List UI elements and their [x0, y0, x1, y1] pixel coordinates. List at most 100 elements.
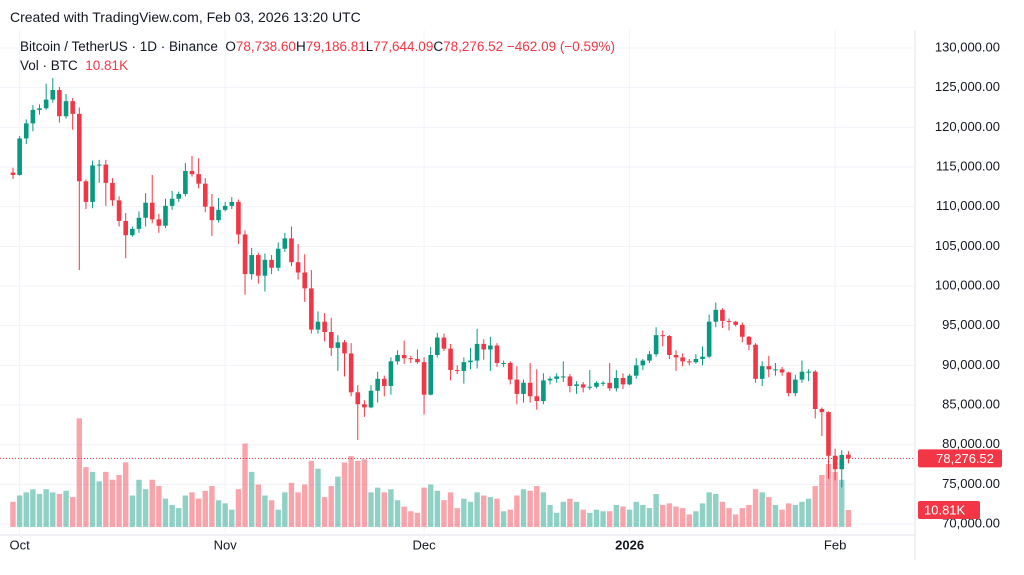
volume-bar — [162, 498, 169, 527]
candle-body — [468, 360, 473, 363]
candle-body — [587, 386, 593, 388]
volume-bar — [156, 486, 162, 527]
volume-bar — [527, 490, 533, 527]
y-tick-label: 125,000.00 — [935, 79, 1000, 94]
volume-bar — [534, 486, 540, 527]
volume-bar — [96, 481, 102, 527]
volume-bar — [547, 504, 553, 527]
volume-bar — [640, 504, 646, 527]
volume-bar — [481, 495, 487, 527]
candle-body — [229, 201, 235, 206]
candle-body — [103, 164, 109, 183]
candle-body — [315, 321, 321, 330]
volume-bar — [560, 501, 566, 527]
candle-body — [156, 219, 162, 226]
candle-body — [415, 358, 420, 363]
candle-body — [50, 90, 56, 100]
volume-bar — [819, 475, 825, 527]
candle-body — [786, 372, 792, 394]
candle-body — [773, 369, 778, 371]
volume-bar — [839, 479, 845, 527]
volume-bar — [321, 497, 328, 527]
volume-bar — [56, 493, 63, 527]
volume-bar — [10, 501, 16, 527]
volume-bar — [500, 511, 507, 527]
volume-bar — [43, 489, 49, 527]
volume-bar — [752, 489, 759, 527]
y-tick-label: 75,000.00 — [942, 476, 1000, 491]
volume-bar — [176, 508, 182, 527]
volume-bar — [401, 506, 407, 527]
candle-body — [130, 228, 135, 236]
volume-bar — [262, 495, 268, 527]
candle-body — [302, 272, 308, 289]
volume-bar — [746, 504, 752, 527]
candle-body — [295, 262, 301, 273]
volume-bar — [587, 512, 593, 527]
candle-body — [693, 358, 699, 363]
candle-body — [766, 366, 772, 370]
candle-body — [77, 113, 82, 182]
volume-bar — [341, 462, 348, 527]
last-price-tag — [918, 449, 1002, 468]
candle-body — [222, 205, 228, 210]
volume-bar — [275, 509, 281, 527]
candle-body — [236, 201, 241, 235]
volume-bar — [103, 471, 109, 527]
candle-body — [395, 355, 400, 362]
volume-bar — [540, 492, 547, 527]
candle-body — [633, 365, 639, 376]
candle-body — [686, 361, 692, 363]
candle-body — [534, 396, 540, 402]
candle-body — [322, 321, 327, 333]
volume-bar — [76, 418, 82, 527]
candle-body — [753, 344, 758, 379]
volume-bar — [149, 479, 155, 527]
volume-bar — [467, 501, 474, 527]
candle-body — [521, 382, 526, 394]
volume-bar — [209, 486, 215, 527]
volume-bar — [36, 493, 43, 527]
volume-bar — [169, 504, 175, 527]
last-price-label: 78,276.52 — [936, 451, 994, 466]
candle-body — [554, 376, 559, 379]
candle-body — [832, 455, 838, 470]
candle-body — [30, 109, 36, 124]
volume-bar — [739, 508, 745, 527]
candle-body — [342, 342, 347, 354]
candle-body — [289, 238, 294, 263]
candle-body — [720, 309, 725, 321]
candle-body — [110, 182, 115, 201]
volume-bar — [394, 500, 401, 527]
y-tick-label: 95,000.00 — [942, 317, 1000, 332]
candle-body — [759, 366, 765, 379]
volume-bar — [660, 504, 666, 527]
candle-body — [647, 354, 652, 361]
candle-body — [560, 376, 566, 378]
candle-body — [348, 353, 354, 393]
candle-body — [262, 259, 268, 276]
volume-bar — [255, 484, 262, 527]
x-tick-label: Feb — [824, 537, 846, 552]
volume-bar — [229, 509, 235, 527]
candle-body — [620, 378, 626, 385]
volume-bar — [222, 503, 228, 527]
ohlc-key: C — [433, 39, 444, 54]
candle-body — [196, 174, 201, 184]
volume-bar — [514, 495, 520, 527]
candle-body — [189, 170, 195, 175]
volume-bar — [653, 493, 659, 527]
volume-bar — [308, 460, 315, 527]
volume-bar — [613, 504, 620, 527]
volume-bar — [759, 492, 765, 527]
candle-body — [136, 217, 142, 229]
ohlc-key: O — [225, 39, 236, 54]
ohlc-value: 78,738.60 — [235, 39, 296, 54]
volume-legend: Vol · BTC 10.81K — [20, 58, 128, 73]
volume-bar — [69, 497, 76, 527]
volume-bar — [368, 492, 374, 527]
volume-bar — [792, 504, 799, 527]
candle-body — [328, 332, 334, 348]
volume-bars — [10, 418, 852, 527]
